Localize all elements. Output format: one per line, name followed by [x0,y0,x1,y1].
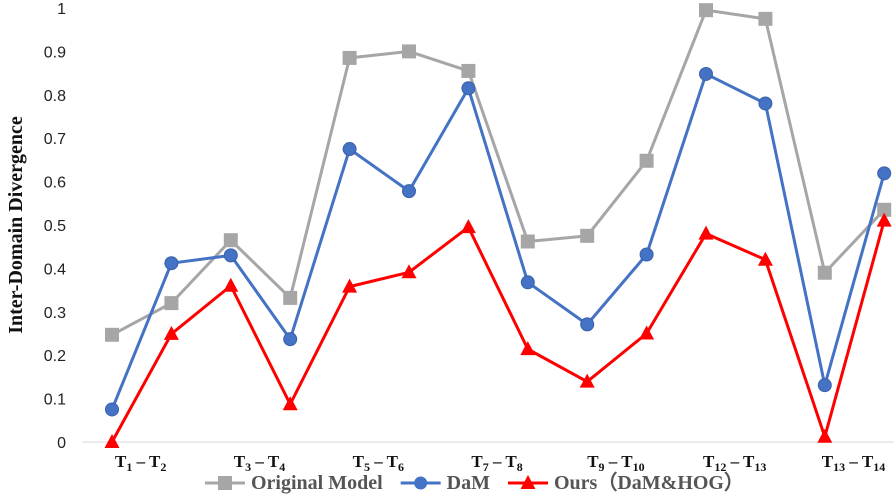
y-tick-label: 0.5 [44,218,66,235]
data-point-circle [639,247,654,262]
data-point-circle [758,96,773,111]
data-point-square [639,153,654,168]
legend: Original Model DaM Ours（DaM&HOG） [205,471,744,494]
y-tick-label: 0 [57,435,66,452]
data-point-triangle [639,325,655,340]
data-point-circle [580,317,595,332]
data-point-triangle [104,434,120,448]
legend-marker-square [218,476,232,490]
data-point-circle [164,256,179,271]
data-point-triangle [876,212,892,227]
data-point-square [699,3,713,18]
data-point-triangle [460,219,476,234]
data-point-triangle [163,325,179,340]
y-axis-ticks: 0 0.1 0.2 0.3 0.4 0.5 0.6 0.7 0.8 0.9 1 [44,1,66,452]
x-category-label: T5 – T6 [353,452,404,474]
legend-item-2: Ours（DaM&HOG） [508,471,744,494]
series-line [110,72,886,411]
y-tick-label: 0.9 [44,44,66,61]
data-point-circle [105,402,119,417]
legend-marker-triangle [520,475,536,489]
y-axis-title: Inter-Domain Divergence [5,116,27,334]
data-point-circle [283,332,298,347]
data-point-square [520,234,535,249]
series-1 [105,66,892,417]
data-point-circle [817,378,832,393]
legend-label: Original Model [251,472,383,494]
series-0 [105,3,892,342]
y-tick-label: 0.3 [44,305,66,322]
data-point-triangle [282,396,298,411]
series-line [111,8,886,337]
data-point-triangle [579,373,595,388]
series-layer [104,3,892,448]
data-point-square [817,265,832,280]
series-line [110,220,886,443]
x-category-label: T3 – T4 [234,452,285,474]
y-tick-label: 0.1 [44,392,66,409]
data-point-square [402,44,416,59]
y-tick-label: 0.2 [44,348,66,365]
data-point-circle [223,248,238,263]
data-point-triangle [817,428,833,443]
data-point-square [877,202,892,217]
x-category-label: T1 – T2 [115,452,166,474]
data-point-circle [342,142,357,157]
data-point-triangle [698,225,714,240]
data-point-square [164,296,179,311]
series-2 [104,212,892,448]
data-point-triangle [401,264,417,279]
legend-marker-circle [414,476,428,490]
legend-label: DaM [447,472,490,494]
data-point-circle [520,275,535,290]
data-point-square [461,63,476,78]
data-point-circle [402,184,416,199]
data-point-square [758,11,773,26]
data-point-circle [699,66,713,81]
x-category-label: T9 – T10 [587,452,644,474]
y-tick-label: 0.4 [44,261,66,278]
legend-item-1: DaM [400,472,490,494]
data-point-triangle [757,251,773,266]
data-point-square [223,233,238,248]
data-point-square [283,290,298,305]
data-point-square [105,327,119,342]
data-point-circle [877,166,892,181]
data-point-square [580,228,595,243]
x-category-label: T13 – T14 [822,452,885,474]
y-tick-label: 0.7 [44,131,66,148]
x-category-label: T7 – T8 [471,452,522,474]
data-point-square [342,50,357,65]
legend-item-0: Original Model [205,472,383,494]
data-point-triangle [342,278,358,293]
y-tick-label: 0.6 [44,175,66,192]
data-point-circle [461,81,476,96]
y-tick-label: 0.8 [44,88,66,105]
data-point-triangle [520,341,536,356]
legend-label: Ours（DaM&HOG） [554,471,744,494]
data-point-triangle [223,277,239,292]
x-axis-categories: T1 – T2 T3 – T4 T5 – T6 T7 – T8 T9 – T10 T12 … [115,452,885,474]
x-category-label: T12 – T13 [703,452,766,474]
y-tick-label: 1 [57,1,66,18]
